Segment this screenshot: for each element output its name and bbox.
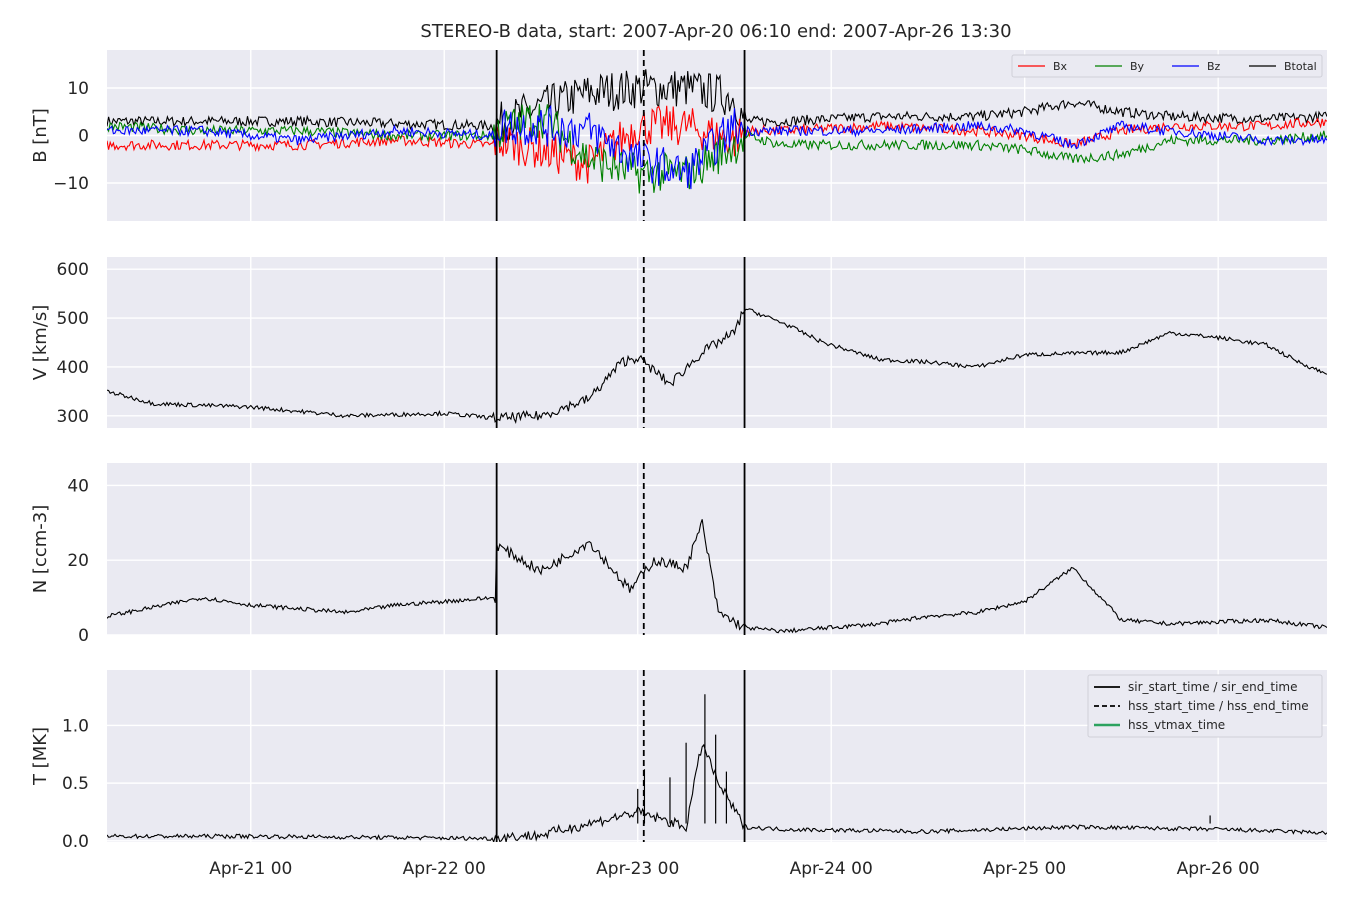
y-tick-label: 0: [78, 127, 89, 147]
panel-data: [107, 69, 1327, 194]
legend-label: Bz: [1207, 60, 1221, 73]
y-axis-label: B [nT]: [30, 108, 51, 163]
y-axis-label: T [MK]: [30, 727, 51, 786]
legend-label: Bx: [1053, 60, 1068, 73]
y-tick-label: −10: [53, 174, 89, 194]
series-line-v: [107, 308, 1327, 424]
y-tick-label: 1.0: [62, 716, 89, 736]
x-tick-labels: Apr-21 00 Apr-22 00 Apr-23 00 Apr-24 00 Apr-…: [209, 859, 1260, 879]
y-tick-label: 600: [57, 260, 89, 280]
legend-label: hss_start_time / hss_end_time: [1128, 699, 1309, 713]
x-tick-label: Apr-22 00: [403, 859, 486, 879]
panel-data: [107, 308, 1327, 424]
x-tick-label: Apr-24 00: [790, 859, 873, 879]
panel-background: [107, 257, 1327, 428]
panel-background: [107, 463, 1327, 635]
legend-label: By: [1130, 60, 1145, 73]
y-tick-label: 10: [67, 79, 89, 99]
y-tick-label: 0: [78, 626, 89, 646]
y-tick-label: 0.5: [62, 774, 89, 794]
series-line-n: [107, 519, 1327, 634]
y-tick-label: 40: [67, 476, 89, 496]
event-legend: sir_start_time / sir_end_time hss_start_t…: [1087, 674, 1323, 738]
y-tick-label: 0.0: [62, 832, 89, 852]
y-tick-label: 500: [57, 309, 89, 329]
series-line-by: [107, 103, 1327, 194]
x-tick-label: Apr-26 00: [1177, 859, 1260, 879]
panel-1: 600 500 400 300 V [km/s]: [30, 257, 1327, 428]
panel-data: [107, 519, 1327, 634]
x-tick-label: Apr-23 00: [596, 859, 679, 879]
series-line-t: [107, 743, 1327, 842]
legend-box: [1011, 54, 1323, 78]
panel-3: 1.0 0.5 0.0 T [MK] sir_start_time / sir_end_…: [30, 670, 1327, 852]
x-tick-label: Apr-21 00: [209, 859, 292, 879]
legend-label: sir_start_time / sir_end_time: [1128, 680, 1298, 694]
chart-title: STEREO-B data, start: 2007-Apr-20 06:10 …: [420, 21, 1011, 42]
panel-2: 40 20 0 N [ccm-3]: [30, 463, 1327, 646]
series-line-btotal: [107, 69, 1327, 143]
y-tick-label: 20: [67, 551, 89, 571]
legend-label: hss_vtmax_time: [1128, 718, 1225, 732]
series-line-bx: [107, 105, 1327, 184]
panel-0: 10 0 −10B [nT] Bx By Bz Btotal: [30, 50, 1327, 221]
legend-label: Btotal: [1284, 60, 1317, 73]
y-axis-label: V [km/s]: [30, 305, 51, 380]
series-line-bz: [107, 104, 1327, 190]
y-tick-label: 300: [57, 407, 89, 427]
b-legend: Bx By Bz Btotal: [1011, 54, 1323, 78]
x-tick-label: Apr-25 00: [983, 859, 1066, 879]
y-tick-label: 400: [57, 358, 89, 378]
legend-box: [1087, 674, 1323, 738]
y-axis-label: N [ccm-3]: [30, 505, 51, 594]
panel-data: [107, 694, 1327, 842]
